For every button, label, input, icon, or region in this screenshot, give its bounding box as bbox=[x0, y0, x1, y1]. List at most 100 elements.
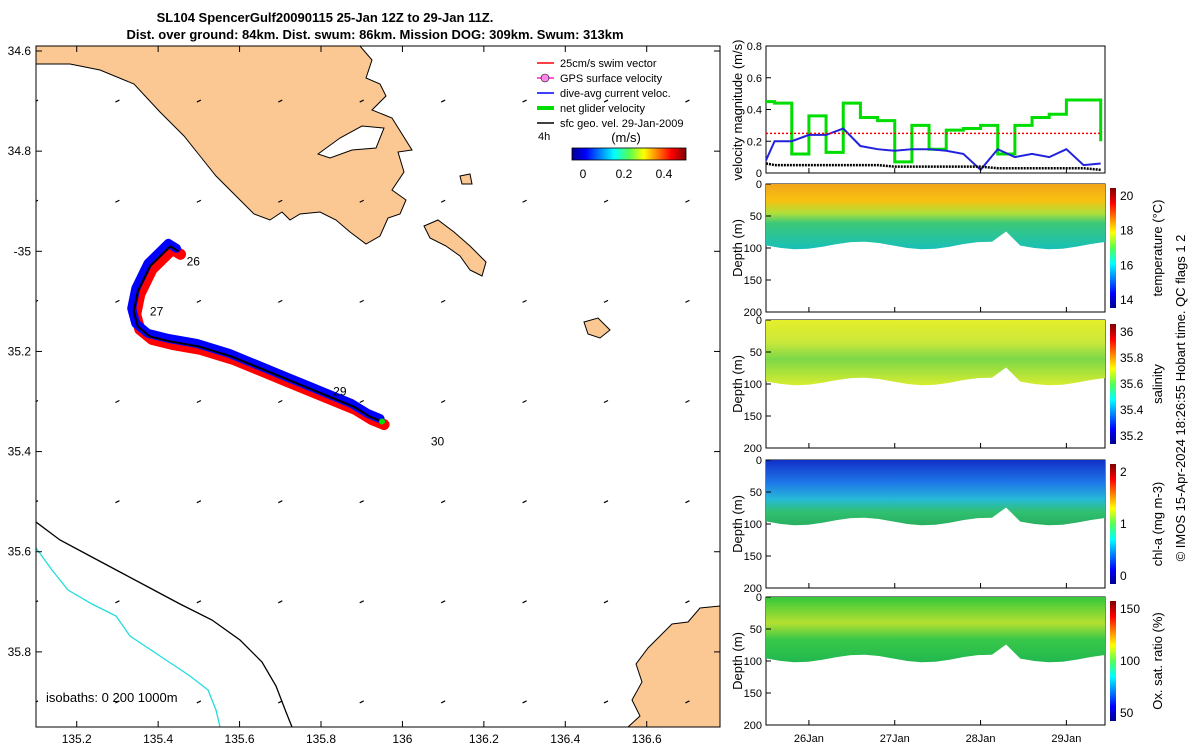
legend-label: sfc geo. vel. 29-Jan-2009 bbox=[560, 118, 684, 130]
depth-tick-label: 0 bbox=[756, 179, 762, 191]
sfc-vector bbox=[685, 99, 690, 103]
sfc-vector bbox=[115, 399, 120, 404]
sfc-vector bbox=[603, 700, 609, 704]
sfc-vector bbox=[115, 99, 120, 103]
colorbar-tick-2: 0.4 bbox=[656, 167, 673, 181]
depth-tick-label: 100 bbox=[744, 519, 762, 531]
depth-tick-label: 150 bbox=[744, 275, 762, 287]
section-data-field bbox=[766, 184, 1105, 250]
map-panel: 26 27 29 30 135.2 135.4 135.6 135.8 136 136.2 136… bbox=[8, 44, 721, 746]
sfc-vector bbox=[522, 399, 527, 404]
colorbar-tick-label: 14 bbox=[1120, 293, 1134, 307]
lon-tick-label: 136 bbox=[392, 732, 412, 746]
depth-tick-label: 150 bbox=[744, 688, 762, 700]
lon-tick-label: 135.6 bbox=[225, 732, 255, 746]
section-panel: 0 50 100 150 200 Depth (m) 2 1 0 chl-a (mg m-3) bbox=[730, 455, 1165, 595]
island-3 bbox=[459, 173, 473, 185]
legend-label: GPS surface velocity bbox=[560, 73, 663, 85]
lat-tick-label: -35 bbox=[14, 244, 32, 258]
lon-tick-label: 136.6 bbox=[632, 732, 662, 746]
sfc-vector bbox=[278, 199, 283, 203]
depth-tick-label: 100 bbox=[744, 243, 762, 255]
colorbar-tick-label: 35.2 bbox=[1120, 429, 1144, 443]
colorbar-tick-0: 0 bbox=[580, 167, 587, 181]
sfc-vector bbox=[115, 199, 120, 203]
section-colorbar bbox=[1110, 188, 1116, 308]
sfc-vector bbox=[522, 700, 527, 704]
sfc-vector bbox=[359, 99, 364, 103]
depth-tick-label: 100 bbox=[744, 656, 762, 668]
land-eyre-peninsula bbox=[36, 46, 413, 245]
colorbar-tick-label: 35.6 bbox=[1120, 377, 1144, 391]
day-label: 29 bbox=[333, 385, 347, 399]
colorbar-tick-label: 100 bbox=[1120, 654, 1140, 668]
velocity-ylabel: velocity magnitude (m/s) bbox=[730, 40, 745, 181]
colorbar-label: chl-a (mg m-3) bbox=[1150, 482, 1165, 567]
velocity-panel: 0 0.2 0.4 0.6 0.8 velocity magnitude (m/s) bbox=[730, 40, 1106, 181]
depth-tick-label: 100 bbox=[744, 379, 762, 391]
depth-tick-label: 200 bbox=[744, 307, 762, 319]
sfc-vector bbox=[36, 199, 39, 202]
depth-tick-label: 200 bbox=[744, 583, 762, 595]
colorbar-tick-label: 20 bbox=[1120, 189, 1134, 203]
depth-axis-label: Depth (m) bbox=[730, 219, 745, 277]
velocity-series-line bbox=[765, 162, 1101, 172]
colorbar-tick-1: 0.2 bbox=[616, 167, 633, 181]
depth-tick-label: 200 bbox=[744, 443, 762, 455]
colorbar-tick-label: 35.8 bbox=[1120, 351, 1144, 365]
speed-colorbar bbox=[571, 147, 687, 161]
velocity-lines bbox=[765, 98, 1103, 172]
sfc-vector bbox=[522, 99, 527, 103]
sfc-vector bbox=[522, 600, 527, 604]
legend-gps-icon bbox=[540, 73, 550, 83]
sfc-vector bbox=[440, 600, 446, 604]
velocity-ytick-label: 0.6 bbox=[747, 73, 762, 85]
sfc-vector bbox=[115, 600, 120, 604]
legend-label: 25cm/s swim vector bbox=[560, 58, 657, 70]
isobaths-label: isobaths: 0 200 1000m bbox=[46, 690, 178, 705]
section-colorbar bbox=[1110, 464, 1116, 584]
sfc-vector bbox=[278, 700, 283, 704]
depth-axis-label: Depth (m) bbox=[730, 632, 745, 690]
sfc-vector bbox=[685, 700, 690, 704]
isobath-1000m bbox=[36, 547, 221, 727]
sfc-vector bbox=[359, 399, 364, 404]
sfc-vector bbox=[278, 299, 283, 303]
colorbar-tick-label: 36 bbox=[1120, 325, 1134, 339]
sfc-vector bbox=[522, 299, 527, 303]
island-1 bbox=[423, 219, 487, 277]
sfc-vector bbox=[196, 99, 202, 103]
section-panel: 0 50 100 150 200 Depth (m) 20 18 16 14 temperature… bbox=[730, 179, 1165, 319]
time-tick-label: 28Jan bbox=[966, 733, 996, 745]
colorbar-tick-label: 0 bbox=[1120, 569, 1127, 583]
sfc-vector bbox=[115, 299, 120, 303]
sfc-vector bbox=[685, 299, 690, 303]
time-axis: 26Jan 27Jan 28Jan 29Jan bbox=[794, 168, 1081, 745]
sfc-vector bbox=[440, 99, 446, 103]
map-frame bbox=[35, 45, 721, 728]
depth-tick-label: 0 bbox=[756, 592, 762, 604]
sfc-vector bbox=[36, 299, 39, 303]
day-label: 30 bbox=[431, 435, 445, 449]
sfc-vector bbox=[196, 399, 202, 404]
lon-tick-label: 136.4 bbox=[550, 732, 580, 746]
sfc-vector bbox=[196, 199, 202, 203]
velocity-frame bbox=[765, 45, 1106, 174]
section-colorbar bbox=[1110, 601, 1116, 721]
section-data-field bbox=[766, 597, 1105, 663]
day-label: 26 bbox=[187, 254, 201, 268]
sfc-vector bbox=[685, 399, 690, 404]
depth-tick-label: 150 bbox=[744, 411, 762, 423]
time-tick-label: 29Jan bbox=[1051, 733, 1081, 745]
depth-tick-label: 150 bbox=[744, 551, 762, 563]
sfc-vector bbox=[685, 500, 690, 504]
sfc-vector bbox=[685, 199, 690, 203]
map-lon-ticks: 135.2 135.4 135.6 135.8 136 136.2 136.4 136.6 bbox=[62, 46, 662, 746]
colorbar-tick-label: 150 bbox=[1120, 602, 1140, 616]
sfc-vector bbox=[603, 99, 609, 103]
colorbar-label: salinity bbox=[1150, 364, 1165, 404]
velocity-series-line bbox=[766, 98, 1103, 164]
sfc-vector bbox=[36, 99, 39, 102]
colorbar-unit: (m/s) bbox=[611, 130, 641, 145]
sfc-vector bbox=[36, 500, 39, 503]
